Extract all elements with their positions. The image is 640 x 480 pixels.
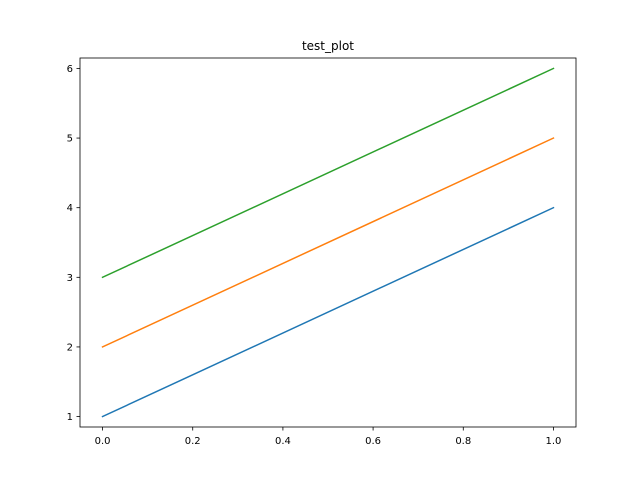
chart-title: test_plot bbox=[302, 39, 354, 53]
y-tick-label: 5 bbox=[67, 134, 73, 145]
y-tick-label: 6 bbox=[67, 64, 73, 75]
series-line-2 bbox=[101, 137, 555, 348]
y-tick-label: 1 bbox=[67, 412, 73, 423]
series-line-1 bbox=[101, 206, 555, 418]
x-tick-label: 0.6 bbox=[365, 436, 381, 447]
y-tick-label: 4 bbox=[67, 203, 73, 214]
plot-frame bbox=[79, 57, 577, 428]
x-tick-label: 0.2 bbox=[185, 436, 201, 447]
x-tick-label: 1.0 bbox=[546, 436, 562, 447]
series-line-3 bbox=[101, 67, 555, 279]
axes: 0.0 0.2 0.4 0.6 0.8 1.0 1 2 3 4 5 6 bbox=[67, 57, 577, 447]
x-tick-label: 0.0 bbox=[95, 436, 111, 447]
x-tick-label: 0.8 bbox=[455, 436, 471, 447]
y-tick-label: 3 bbox=[67, 273, 73, 284]
x-tick-label: 0.4 bbox=[275, 436, 291, 447]
y-tick-label: 2 bbox=[67, 342, 73, 353]
